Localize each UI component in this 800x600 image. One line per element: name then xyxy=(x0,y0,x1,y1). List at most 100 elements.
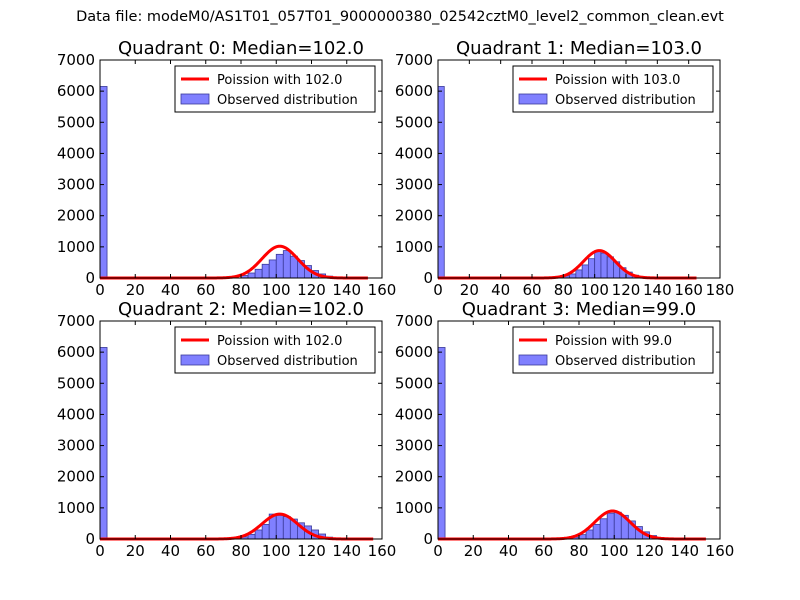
legend-label: Poission with 103.0 xyxy=(555,73,680,88)
x-tick-label: 20 xyxy=(126,542,145,560)
legend-label: Observed distribution xyxy=(217,93,358,108)
x-tick-label: 120 xyxy=(297,281,326,299)
histogram-bar xyxy=(261,263,270,279)
x-tick-label: 40 xyxy=(161,542,180,560)
x-tick-label: 60 xyxy=(522,281,541,299)
legend-swatch-patch xyxy=(180,93,210,105)
y-tick-label: 0 xyxy=(85,269,95,287)
legend-label: Observed distribution xyxy=(555,354,696,369)
histogram-bar xyxy=(268,259,277,279)
legend-swatch-patch xyxy=(180,354,210,366)
x-tick-label: 0 xyxy=(95,281,105,299)
figure-title: Data file: modeM0/AS1T01_057T01_90000003… xyxy=(76,9,724,25)
histogram-bar xyxy=(437,86,445,279)
histogram-bar xyxy=(594,251,602,279)
x-tick-label: 100 xyxy=(262,281,291,299)
legend-box xyxy=(512,326,714,374)
x-tick-label: 140 xyxy=(670,542,699,560)
x-tick-label: 20 xyxy=(464,542,483,560)
histogram-bar xyxy=(275,514,284,540)
x-tick-label: 0 xyxy=(433,542,443,560)
y-tick-label: 7000 xyxy=(57,312,95,330)
y-tick-label: 3000 xyxy=(395,176,433,194)
y-tick-label: 5000 xyxy=(395,374,433,392)
histogram-bar xyxy=(588,258,596,279)
legend-label: Observed distribution xyxy=(555,93,696,108)
y-tick-label: 7000 xyxy=(57,51,95,69)
legend-swatch-patch xyxy=(518,93,548,105)
histogram-bar xyxy=(599,518,608,540)
x-tick-label: 100 xyxy=(580,281,609,299)
y-tick-label: 0 xyxy=(85,530,95,548)
histogram-bar xyxy=(282,516,291,540)
x-tick-label: 40 xyxy=(491,281,510,299)
histogram-bar xyxy=(275,253,284,279)
subplot-quadrant-0: Quadrant 0: Median=102.0 0 20 40 60 80 100 120 1… xyxy=(57,38,397,299)
x-tick-label: 60 xyxy=(534,542,553,560)
histogram-bar xyxy=(282,250,291,279)
y-tick-label: 0 xyxy=(423,269,433,287)
x-tick-label: 40 xyxy=(161,281,180,299)
histogram-bar xyxy=(437,347,446,540)
histogram-bar xyxy=(254,529,263,540)
x-tick-label: 40 xyxy=(499,542,518,560)
x-tick-label: 80 xyxy=(231,542,250,560)
y-tick-label: 6000 xyxy=(395,82,433,100)
x-tick-label: 140 xyxy=(332,542,361,560)
x-tick-label: 140 xyxy=(332,281,361,299)
y-tick-label: 1000 xyxy=(395,238,433,256)
histogram-bar xyxy=(581,264,589,279)
subplot-title: Quadrant 3: Median=99.0 xyxy=(462,299,697,320)
histogram-bar xyxy=(575,269,583,279)
x-tick-label: 160 xyxy=(368,542,397,560)
y-tick-label: 5000 xyxy=(57,374,95,392)
x-tick-label: 100 xyxy=(262,542,291,560)
y-tick-label: 6000 xyxy=(57,82,95,100)
legend: Poission with 102.0 Observed distribution xyxy=(174,65,376,113)
x-tick-label: 60 xyxy=(196,542,215,560)
poisson-curve xyxy=(437,249,698,280)
legend: Poission with 99.0 Observed distribution xyxy=(512,326,714,374)
subplot-quadrant-1: Quadrant 1: Median=103.00 20 40 60 80 100 120 1… xyxy=(395,38,735,299)
y-tick-label: 7000 xyxy=(395,312,433,330)
legend: Poission with 103.0 Observed distribution xyxy=(512,65,714,113)
y-tick-label: 2000 xyxy=(395,468,433,486)
histogram-bar xyxy=(600,252,608,279)
histogram-bar xyxy=(592,523,601,540)
poisson-curve xyxy=(437,509,707,541)
histogram-bar xyxy=(247,272,256,279)
x-tick-label: 60 xyxy=(196,281,215,299)
histogram-bar xyxy=(261,523,270,540)
y-tick-label: 3000 xyxy=(57,437,95,455)
poisson-curve xyxy=(99,244,369,280)
y-tick-label: 6000 xyxy=(395,343,433,361)
y-tick-label: 4000 xyxy=(395,144,433,162)
histogram-bar xyxy=(569,273,577,279)
y-tick-label: 1000 xyxy=(57,499,95,517)
subplot-quadrant-3: Quadrant 3: Median=99.0 0 20 40 60 80 100 120 14… xyxy=(395,299,735,560)
legend-label: Poission with 102.0 xyxy=(217,73,342,88)
y-tick-label: 3000 xyxy=(57,176,95,194)
x-tick-label: 140 xyxy=(643,281,672,299)
x-tick-label: 120 xyxy=(612,281,641,299)
y-tick-label: 1000 xyxy=(57,238,95,256)
legend-label: Poission with 102.0 xyxy=(217,334,342,349)
y-tick-label: 6000 xyxy=(57,343,95,361)
x-tick-label: 20 xyxy=(460,281,479,299)
y-tick-label: 5000 xyxy=(395,113,433,131)
x-tick-label: 120 xyxy=(635,542,664,560)
legend-swatch-patch xyxy=(518,354,548,366)
legend-label: Poission with 99.0 xyxy=(555,334,672,349)
x-tick-label: 120 xyxy=(297,542,326,560)
subplot-title: Quadrant 0: Median=102.0 xyxy=(118,38,364,59)
y-tick-label: 0 xyxy=(423,530,433,548)
histogram-bar xyxy=(585,529,594,540)
x-tick-label: 80 xyxy=(554,281,573,299)
y-tick-label: 2000 xyxy=(57,207,95,225)
histogram-bar xyxy=(613,511,622,540)
histogram-bar xyxy=(99,347,108,540)
y-tick-label: 5000 xyxy=(57,113,95,131)
x-tick-label: 100 xyxy=(600,542,629,560)
